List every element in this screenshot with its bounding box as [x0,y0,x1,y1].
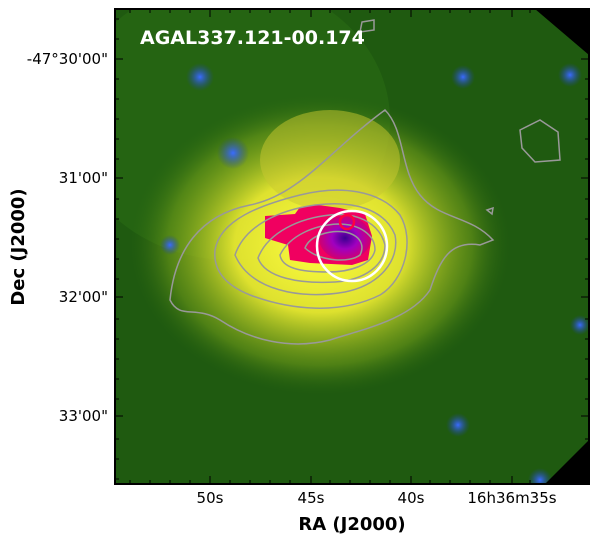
x-tick-label: 45s [298,489,325,507]
sky-image [115,9,589,484]
ticks: 50s 45s 40s 16h36m35s -47°30'00" 31'00" 32'00"… [27,9,589,507]
frame [114,8,590,485]
x-tick-label: 40s [398,489,425,507]
y-tick-label: 31'00" [59,169,108,187]
y-axis-label: Dec (J2000) [8,188,29,305]
y-tick-label: 32'00" [59,288,108,306]
x-tick-label: 16h36m35s [467,489,556,507]
x-tick-label: 50s [197,489,224,507]
y-tick-label: 33'00" [59,407,108,425]
x-axis-label: RA (J2000) [298,514,405,535]
image-title: AGAL337.121-00.174 [140,27,365,49]
y-tick-label: -47°30'00" [27,50,108,68]
